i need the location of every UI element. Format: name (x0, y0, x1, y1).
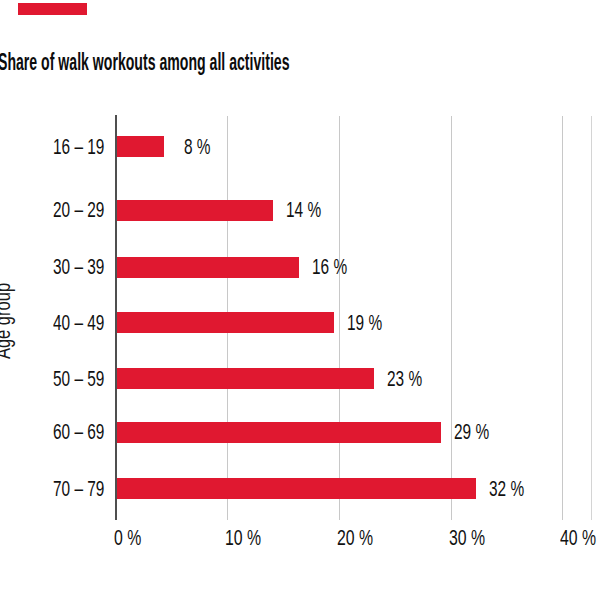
bar (117, 368, 374, 389)
value-label: 14 % (286, 199, 336, 221)
bar-row: 20 – 29 14 % (0, 200, 600, 221)
value-label: 16 % (312, 256, 362, 278)
category-label: 16 – 19 (0, 136, 104, 158)
bar-row: 40 – 49 19 % (0, 312, 600, 333)
bar-row: 30 – 39 16 % (0, 257, 600, 278)
plot-area: 16 – 19 8 % 20 – 29 14 % 30 – 39 16 % 40… (0, 0, 600, 600)
bar (117, 478, 476, 499)
bar (117, 422, 441, 443)
bar (117, 200, 273, 221)
x-tick-label: 20 % (337, 527, 387, 549)
bar-row: 16 – 19 8 % (0, 136, 600, 157)
bar (117, 257, 299, 278)
bar-row: 70 – 79 32 % (0, 478, 600, 499)
value-label: 8 % (184, 136, 222, 158)
x-tick-label: 30 % (449, 527, 499, 549)
value-label: 19 % (347, 312, 397, 334)
value-label: 29 % (454, 421, 504, 443)
x-tick-label: 10 % (225, 527, 275, 549)
category-label: 70 – 79 (0, 478, 104, 500)
chart-canvas: Share of walk workouts among all activit… (0, 0, 600, 600)
value-label: 23 % (387, 368, 437, 390)
x-tick-label: 0 % (114, 527, 152, 549)
category-label: 40 – 49 (0, 312, 104, 334)
category-label: 50 – 59 (0, 368, 104, 390)
category-label: 20 – 29 (0, 199, 104, 221)
x-tick-label: 40 % (560, 527, 600, 549)
bar-row: 60 – 69 29 % (0, 422, 600, 443)
category-label: 30 – 39 (0, 256, 104, 278)
bar (117, 312, 334, 333)
bar-row: 50 – 59 23 % (0, 368, 600, 389)
value-label: 32 % (489, 478, 539, 500)
bar (117, 136, 164, 157)
category-label: 60 – 69 (0, 421, 104, 443)
